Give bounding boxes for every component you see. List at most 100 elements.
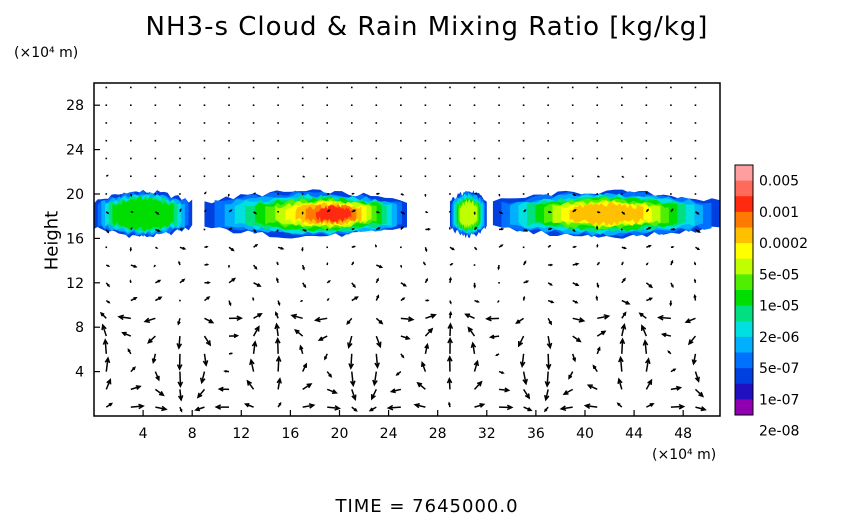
colorbar-label: 5e-07: [759, 361, 799, 377]
wind-vector: [130, 122, 132, 124]
wind-vector: [130, 139, 132, 142]
wind-vector: [424, 175, 427, 178]
wind-vector: [274, 322, 280, 337]
wind-vector: [645, 208, 650, 213]
wind-vectors: [99, 86, 707, 413]
wind-vector: [290, 313, 303, 320]
wind-vector: [522, 388, 531, 400]
wind-vector: [375, 139, 378, 142]
wind-vector: [127, 348, 132, 355]
colorbar-swatch: [735, 165, 753, 182]
wind-vector: [301, 247, 304, 252]
wind-vector: [326, 228, 329, 231]
wind-vector: [246, 379, 255, 390]
wind-vector: [376, 211, 381, 214]
colorbar-swatch: [735, 352, 753, 369]
wind-vector: [228, 333, 240, 339]
wind-vector: [351, 228, 355, 231]
wind-vector: [400, 211, 406, 215]
wind-vector: [473, 359, 480, 372]
wind-vector: [351, 282, 356, 289]
wind-vector: [586, 384, 598, 391]
wind-vector: [178, 260, 181, 266]
wind-vector: [548, 263, 554, 267]
wind-vector: [179, 406, 183, 413]
colorbar-label: 2e-08: [759, 424, 799, 440]
wind-vector: [376, 264, 384, 269]
wind-vector: [670, 282, 674, 289]
wind-vector: [179, 139, 181, 142]
wind-vector: [522, 157, 525, 160]
wind-vector: [243, 403, 254, 408]
wind-vector: [176, 336, 183, 350]
wind-vector: [670, 208, 674, 213]
wind-vector: [597, 314, 611, 320]
wind-vector: [695, 228, 701, 233]
y-tick-label: 8: [75, 320, 84, 336]
wind-vector: [447, 322, 454, 337]
wind-vector: [400, 104, 402, 106]
wind-vector: [301, 86, 304, 89]
wind-vector: [645, 175, 648, 178]
wind-vector: [375, 294, 380, 301]
wind-vector: [449, 210, 451, 213]
wind-vector: [274, 311, 279, 319]
wind-vector: [350, 86, 353, 89]
wind-vector: [571, 122, 574, 124]
wind-vector: [374, 243, 378, 248]
wind-vector: [449, 246, 455, 251]
wind-vector: [547, 317, 552, 326]
wind-vector: [498, 211, 504, 215]
wind-vector: [326, 388, 338, 394]
wind-vector: [277, 401, 282, 408]
wind-vector: [229, 315, 244, 322]
wind-vector: [204, 296, 211, 302]
wind-vector: [416, 381, 426, 390]
wind-vector: [498, 139, 500, 142]
wind-vector: [621, 246, 627, 250]
wind-vector: [495, 353, 500, 357]
wind-vector: [694, 388, 705, 398]
wind-vector: [204, 281, 211, 285]
wind-vector: [473, 104, 476, 106]
wind-vector: [645, 139, 648, 142]
wind-vector: [301, 104, 304, 106]
wind-vector: [327, 405, 341, 411]
wind-vector: [375, 317, 384, 325]
wind-vector: [620, 322, 627, 337]
wind-vector: [467, 326, 476, 337]
wind-vector: [277, 139, 279, 142]
wind-vector: [547, 104, 549, 106]
wind-vector: [204, 317, 215, 324]
wind-vector: [130, 193, 133, 198]
wind-vector: [572, 335, 582, 343]
wind-vector: [179, 86, 181, 89]
wind-vector: [179, 193, 181, 195]
wind-vector: [351, 245, 357, 249]
wind-vector: [497, 300, 500, 303]
wind-vector: [473, 282, 477, 289]
wind-vector: [693, 278, 697, 283]
wind-vector: [326, 297, 330, 302]
wind-vector: [616, 402, 623, 408]
wind-vector: [474, 192, 478, 195]
x-tick-label: 4: [139, 426, 148, 442]
y-tick-label: 12: [66, 276, 84, 292]
wind-vector: [547, 282, 553, 286]
wind-vector: [386, 404, 401, 411]
colorbar-label: 1e-05: [759, 299, 799, 315]
wind-vector: [277, 157, 279, 160]
wind-vector: [302, 383, 313, 390]
wind-vector: [522, 246, 525, 249]
wind-vector: [547, 86, 549, 89]
wind-vector: [544, 371, 551, 388]
wind-vector: [301, 193, 304, 195]
wind-vector: [694, 139, 697, 142]
wind-vector: [276, 261, 279, 266]
wind-vector: [129, 279, 132, 283]
wind-vector: [179, 299, 181, 302]
wind-vector: [105, 402, 114, 408]
wind-vector: [326, 104, 329, 106]
wind-vector: [251, 340, 258, 354]
wind-vector: [217, 386, 230, 392]
